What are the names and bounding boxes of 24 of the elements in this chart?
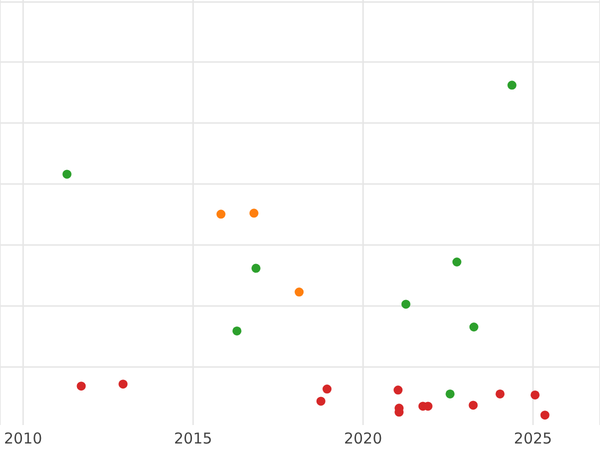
point [540, 410, 550, 420]
point [249, 208, 258, 218]
point [294, 288, 304, 297]
x-tick-label: 2020 [344, 430, 382, 448]
point [232, 326, 242, 336]
x-tick-label: 2010 [4, 430, 42, 448]
x-tick-label: 2015 [174, 430, 212, 448]
point [496, 389, 505, 398]
point [468, 400, 478, 410]
point [322, 384, 332, 394]
point [507, 80, 516, 90]
point [251, 264, 260, 273]
point [452, 257, 462, 266]
point [446, 389, 455, 398]
point [401, 300, 410, 309]
x-tick-label: 2025 [514, 430, 552, 448]
point [469, 322, 478, 332]
point [76, 382, 86, 391]
point [316, 396, 326, 406]
point [394, 386, 403, 395]
point [62, 170, 72, 179]
point [530, 390, 540, 400]
point [216, 210, 226, 219]
point [118, 380, 128, 389]
